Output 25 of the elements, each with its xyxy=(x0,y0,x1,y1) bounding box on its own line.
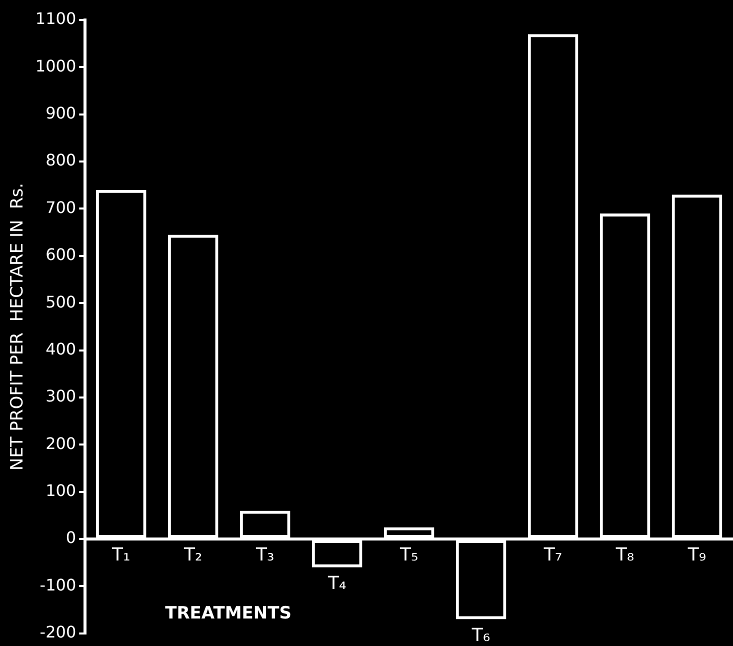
x-tick-label: T₃ xyxy=(254,544,274,566)
y-tick-label: 400 xyxy=(46,339,76,358)
y-tick-label: 900 xyxy=(46,104,76,123)
x-tick-label: T₆ xyxy=(470,624,490,646)
x-tick-label: T₄ xyxy=(326,573,346,594)
x-tick-label: T₁ xyxy=(111,544,130,566)
y-tick-label: 100 xyxy=(46,481,76,500)
x-tick-label: T₉ xyxy=(686,544,706,566)
y-tick-label: 600 xyxy=(46,245,76,264)
y-axis-title: NET PROFIT PER HECTARE IN Rs. xyxy=(8,182,28,470)
x-tick-label: T₈ xyxy=(614,544,634,566)
y-tick-label: 800 xyxy=(46,150,76,170)
x-tick-label: T₂ xyxy=(182,544,202,566)
x-tick-label: T₇ xyxy=(542,544,562,566)
x-tick-label: T₅ xyxy=(398,544,418,566)
y-tick-label: 0 xyxy=(66,528,76,548)
y-tick-label: -200 xyxy=(40,622,76,642)
y-tick-label: 700 xyxy=(46,198,76,217)
y-tick-label: 1000 xyxy=(35,56,76,76)
x-axis-title: TREATMENTS xyxy=(165,603,292,624)
y-tick-label: 1100 xyxy=(35,9,76,28)
y-tick-label: 200 xyxy=(46,434,76,453)
y-tick-label: -100 xyxy=(40,575,76,594)
y-tick-label: 500 xyxy=(46,292,76,312)
y-tick-label: 300 xyxy=(46,386,76,406)
